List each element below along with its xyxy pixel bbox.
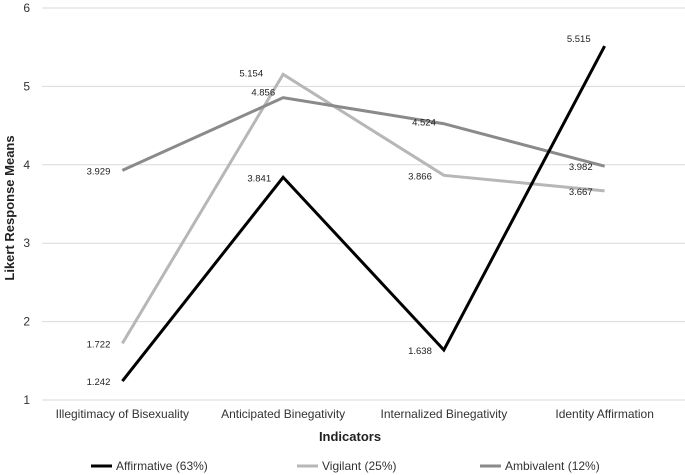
x-tick-label: Illegitimacy of Bisexuality — [56, 407, 189, 421]
data-label: 4.524 — [412, 118, 436, 129]
data-label: 3.982 — [569, 162, 593, 173]
data-label: 5.515 — [567, 34, 591, 45]
data-label: 1.638 — [408, 346, 432, 357]
legend: Affirmative (63%) Vigilant (25%) Ambivalen… — [91, 459, 600, 473]
y-axis-title: Likert Response Means — [2, 135, 17, 280]
y-tick-label: 3 — [23, 236, 30, 250]
legend-label: Ambivalent (12%) — [505, 459, 600, 473]
y-tick-label: 5 — [23, 79, 30, 93]
y-axis-ticks: 1 2 3 4 5 6 — [23, 1, 30, 407]
y-tick-label: 6 — [23, 1, 30, 15]
data-label: 3.866 — [408, 171, 432, 182]
y-tick-label: 2 — [23, 315, 30, 329]
data-labels: 1.242 3.841 1.638 5.515 1.722 5.154 3.866 3.667… — [87, 34, 593, 388]
data-label: 1.242 — [87, 377, 111, 388]
series-line — [121, 96, 606, 172]
data-label: 5.154 — [239, 68, 263, 79]
series-line — [121, 45, 606, 382]
series-lines — [121, 45, 606, 382]
x-tick-label: Identity Affirmation — [555, 407, 654, 421]
y-tick-label: 1 — [23, 393, 30, 407]
x-tick-label: Internalized Binegativity — [381, 407, 508, 421]
data-label: 3.841 — [247, 173, 271, 184]
data-label: 4.856 — [251, 88, 275, 99]
x-tick-label: Anticipated Binegativity — [221, 407, 345, 421]
legend-label: Affirmative (63%) — [116, 459, 208, 473]
legend-label: Vigilant (25%) — [322, 459, 396, 473]
x-axis-title: Indicators — [319, 429, 381, 444]
x-axis-ticks: Illegitimacy of Bisexuality Anticipated B… — [56, 407, 654, 421]
y-tick-label: 4 — [23, 158, 30, 172]
data-label: 3.667 — [569, 187, 593, 198]
data-label: 3.929 — [87, 166, 111, 177]
gridlines — [42, 7, 685, 401]
series-line — [121, 72, 605, 345]
data-label: 1.722 — [87, 339, 111, 350]
